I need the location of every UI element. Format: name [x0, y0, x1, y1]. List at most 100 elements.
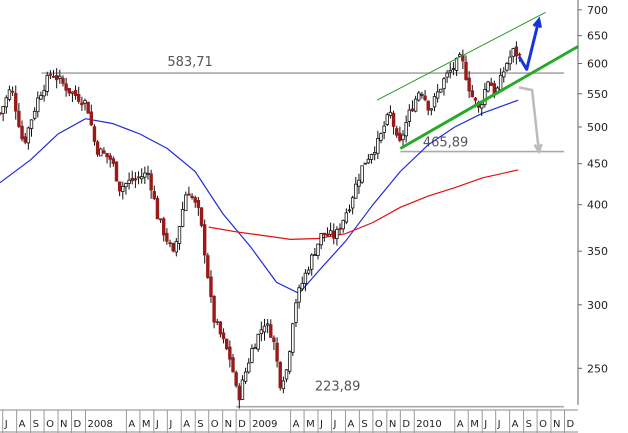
candle-body: [61, 77, 65, 84]
candle-body: [372, 152, 377, 155]
candle-body: [483, 89, 487, 105]
candle-body: [511, 48, 515, 57]
candle-body: [385, 114, 389, 125]
x-tick-label: M: [142, 419, 151, 430]
bullish-arrowhead: [532, 16, 542, 29]
y-tick-label: 500: [587, 121, 608, 134]
candle-body: [467, 77, 471, 92]
candle-body: [489, 82, 493, 86]
candle-body: [54, 75, 59, 81]
candle-body: [291, 323, 295, 353]
candle-body: [262, 325, 267, 333]
y-tick-label: 350: [587, 245, 608, 258]
candle-body: [376, 137, 380, 154]
candle-body: [45, 75, 49, 92]
x-tick-label: O: [375, 419, 383, 430]
x-tick-label: J: [483, 419, 487, 430]
x-tick-label: N: [389, 419, 396, 430]
candle-body: [303, 272, 308, 285]
x-tick-label: 2010: [416, 419, 441, 430]
candle-body: [155, 198, 160, 220]
candle-body: [130, 177, 134, 182]
x-tick-label: A: [512, 419, 519, 430]
candle-body: [184, 194, 188, 212]
x-tick-label: M: [306, 419, 315, 430]
candle-body: [284, 369, 289, 380]
candle-body: [306, 269, 311, 274]
candle-body: [193, 197, 197, 203]
candle-body: [124, 183, 128, 188]
level-label: 465,89: [423, 136, 469, 151]
channel-layer: [376, 11, 579, 150]
candle-body: [202, 224, 207, 256]
candle-body: [86, 101, 90, 114]
candle-body: [174, 241, 179, 253]
candle-body: [64, 83, 68, 91]
candle-body: [36, 97, 40, 113]
x-tick-label: J: [319, 419, 323, 430]
candle-body: [498, 74, 503, 91]
candle-body: [48, 73, 53, 76]
candle-body: [426, 100, 430, 111]
candle-body: [102, 150, 106, 154]
candle-body: [234, 372, 238, 386]
level-label: 583,71: [167, 55, 213, 70]
y-axis: 250 300 350 400 450 500 550 600 650 700: [577, 0, 608, 405]
x-tick-label: D: [567, 419, 575, 430]
candle-body: [420, 93, 424, 96]
candle-body: [388, 111, 393, 116]
candle-body: [253, 347, 257, 350]
candle-body: [328, 230, 333, 235]
candle-body: [313, 254, 317, 256]
channel-upper-line: [376, 11, 546, 101]
x-tick-label: O: [211, 419, 219, 430]
candle-body: [369, 154, 374, 160]
y-tick-label: 250: [587, 362, 608, 375]
candle-body: [287, 351, 292, 372]
candle-body: [70, 91, 75, 94]
candle-body: [335, 229, 339, 240]
candle-body: [413, 98, 418, 112]
candle-body: [162, 218, 166, 236]
candle-body: [0, 112, 2, 115]
candle-body: [133, 178, 138, 181]
candle-body: [360, 165, 364, 183]
candle-body: [344, 212, 349, 223]
candle-body: [199, 207, 204, 226]
x-tick-label: A: [19, 419, 26, 430]
moving-average-red: [208, 169, 519, 241]
candle-body: [445, 72, 449, 78]
candle-body: [190, 195, 194, 198]
candle-body: [14, 93, 18, 112]
x-tick-label: J: [497, 419, 501, 430]
candle-body: [514, 46, 519, 57]
candle-body: [240, 379, 245, 400]
y-tick-label: 450: [587, 158, 608, 171]
candle-body: [382, 125, 386, 133]
candle-body: [316, 243, 320, 256]
x-tick-label: A: [183, 419, 190, 430]
candle-body: [158, 218, 163, 221]
candle-body: [237, 385, 241, 401]
candle-body: [294, 302, 298, 323]
candle-body: [168, 242, 172, 245]
y-tick-label: 550: [587, 88, 608, 101]
candle-body: [325, 233, 330, 236]
candle-body: [247, 362, 251, 373]
candle-body: [486, 81, 490, 92]
candle-body: [281, 380, 286, 390]
candle-body: [99, 148, 103, 157]
candle-body: [432, 96, 437, 108]
candle-body: [407, 109, 412, 122]
candle-body: [265, 323, 270, 326]
candle-body: [297, 287, 301, 303]
candle-body: [417, 92, 421, 101]
candles-layer: [0, 41, 522, 409]
candle-body: [83, 100, 87, 104]
candle-body: [458, 54, 462, 57]
candle-body: [250, 348, 254, 363]
bullish-scenario-arrow: [517, 19, 541, 71]
candle-body: [350, 197, 355, 209]
candle-body: [7, 89, 12, 100]
candle-body: [435, 91, 440, 99]
